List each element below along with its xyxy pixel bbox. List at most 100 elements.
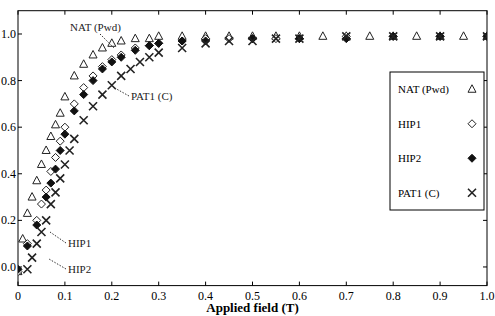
point: [413, 32, 421, 40]
point: [56, 137, 64, 145]
point: [28, 254, 36, 262]
x-tick: [393, 282, 394, 286]
point: [56, 174, 64, 182]
legend-label: NAT (Pwd): [398, 83, 449, 96]
point: [52, 188, 60, 196]
y-tick: [18, 80, 22, 81]
point: [18, 265, 22, 273]
point: [366, 32, 374, 40]
point: [52, 153, 60, 161]
point: [42, 216, 50, 224]
point: [42, 146, 50, 154]
point: [33, 176, 41, 184]
y-tick-label: 0.0: [1, 260, 16, 274]
point: [23, 209, 31, 217]
x-tick-label: 0.8: [386, 289, 401, 303]
point: [52, 165, 60, 173]
point: [178, 44, 186, 52]
legend-marker: [468, 154, 476, 162]
y-tick-label: 1.0: [1, 27, 16, 41]
point: [70, 135, 78, 143]
x-tick-label: 0.3: [151, 289, 166, 303]
point: [131, 34, 139, 42]
point: [23, 265, 31, 273]
x-tick: [111, 11, 112, 15]
x-tick: [64, 11, 65, 15]
point: [56, 109, 64, 117]
point: [136, 58, 144, 66]
y-tick: [18, 127, 22, 128]
legend-marker: [468, 120, 476, 128]
y-tick: [18, 33, 22, 34]
x-tick: [18, 11, 19, 15]
y-tick: [18, 173, 22, 174]
point: [66, 146, 74, 154]
x-tick-label: 0: [15, 289, 21, 303]
point: [178, 37, 186, 45]
point: [272, 35, 280, 43]
series: [23, 32, 487, 273]
legend-label: HIP2: [398, 152, 421, 164]
point: [47, 200, 55, 208]
point: [70, 107, 78, 115]
chart: 00.10.20.30.40.50.60.70.80.91.00.00.20.4…: [0, 0, 495, 316]
point: [389, 32, 397, 40]
y-tick-label: 0.8: [1, 74, 16, 88]
annotation-leader: [50, 232, 66, 243]
point: [61, 160, 69, 168]
point: [436, 32, 444, 40]
y-tick-label: 0.6: [1, 120, 16, 134]
series: [18, 32, 487, 273]
series: [18, 32, 487, 275]
x-tick: [346, 282, 347, 286]
x-tick: [205, 282, 206, 286]
x-tick: [64, 282, 65, 286]
point: [37, 200, 45, 208]
point: [98, 65, 106, 73]
point: [37, 228, 45, 236]
annotation-leader: [113, 87, 129, 96]
x-tick: [487, 282, 488, 286]
x-tick: [158, 282, 159, 286]
point: [33, 221, 41, 229]
point: [145, 42, 153, 50]
point: [33, 240, 41, 248]
point: [37, 160, 45, 168]
x-tick-label: 0.2: [104, 289, 119, 303]
point: [145, 34, 153, 42]
legend-label: PAT1 (C): [398, 187, 440, 200]
x-tick-label: 0.9: [433, 289, 448, 303]
x-tick: [111, 282, 112, 286]
legend-box: [390, 72, 484, 210]
point: [389, 32, 397, 40]
point: [70, 71, 78, 79]
series: [18, 32, 487, 275]
annotation-leader: [49, 259, 66, 269]
point: [155, 39, 163, 47]
point: [436, 32, 444, 40]
x-tick: [252, 11, 253, 15]
annotation: NAT (Pwd): [70, 21, 121, 34]
legend-marker: [468, 85, 476, 93]
point: [155, 49, 163, 57]
point: [436, 32, 444, 40]
data-points: [18, 32, 487, 276]
point: [342, 32, 350, 40]
point: [61, 92, 69, 100]
x-tick: [158, 11, 159, 15]
x-tick: [299, 282, 300, 286]
y-tick-label: 0.2: [1, 213, 16, 227]
point: [98, 91, 106, 99]
x-tick-label: 0.1: [57, 289, 72, 303]
point: [178, 37, 186, 45]
point: [249, 37, 257, 45]
y-tick: [483, 220, 487, 221]
point: [117, 53, 125, 61]
point: [389, 32, 397, 40]
point: [89, 50, 97, 58]
point: [98, 43, 106, 51]
x-tick-label: 0.7: [339, 289, 354, 303]
annotation: HIP2: [68, 263, 91, 275]
point: [295, 35, 303, 43]
point: [272, 35, 280, 43]
